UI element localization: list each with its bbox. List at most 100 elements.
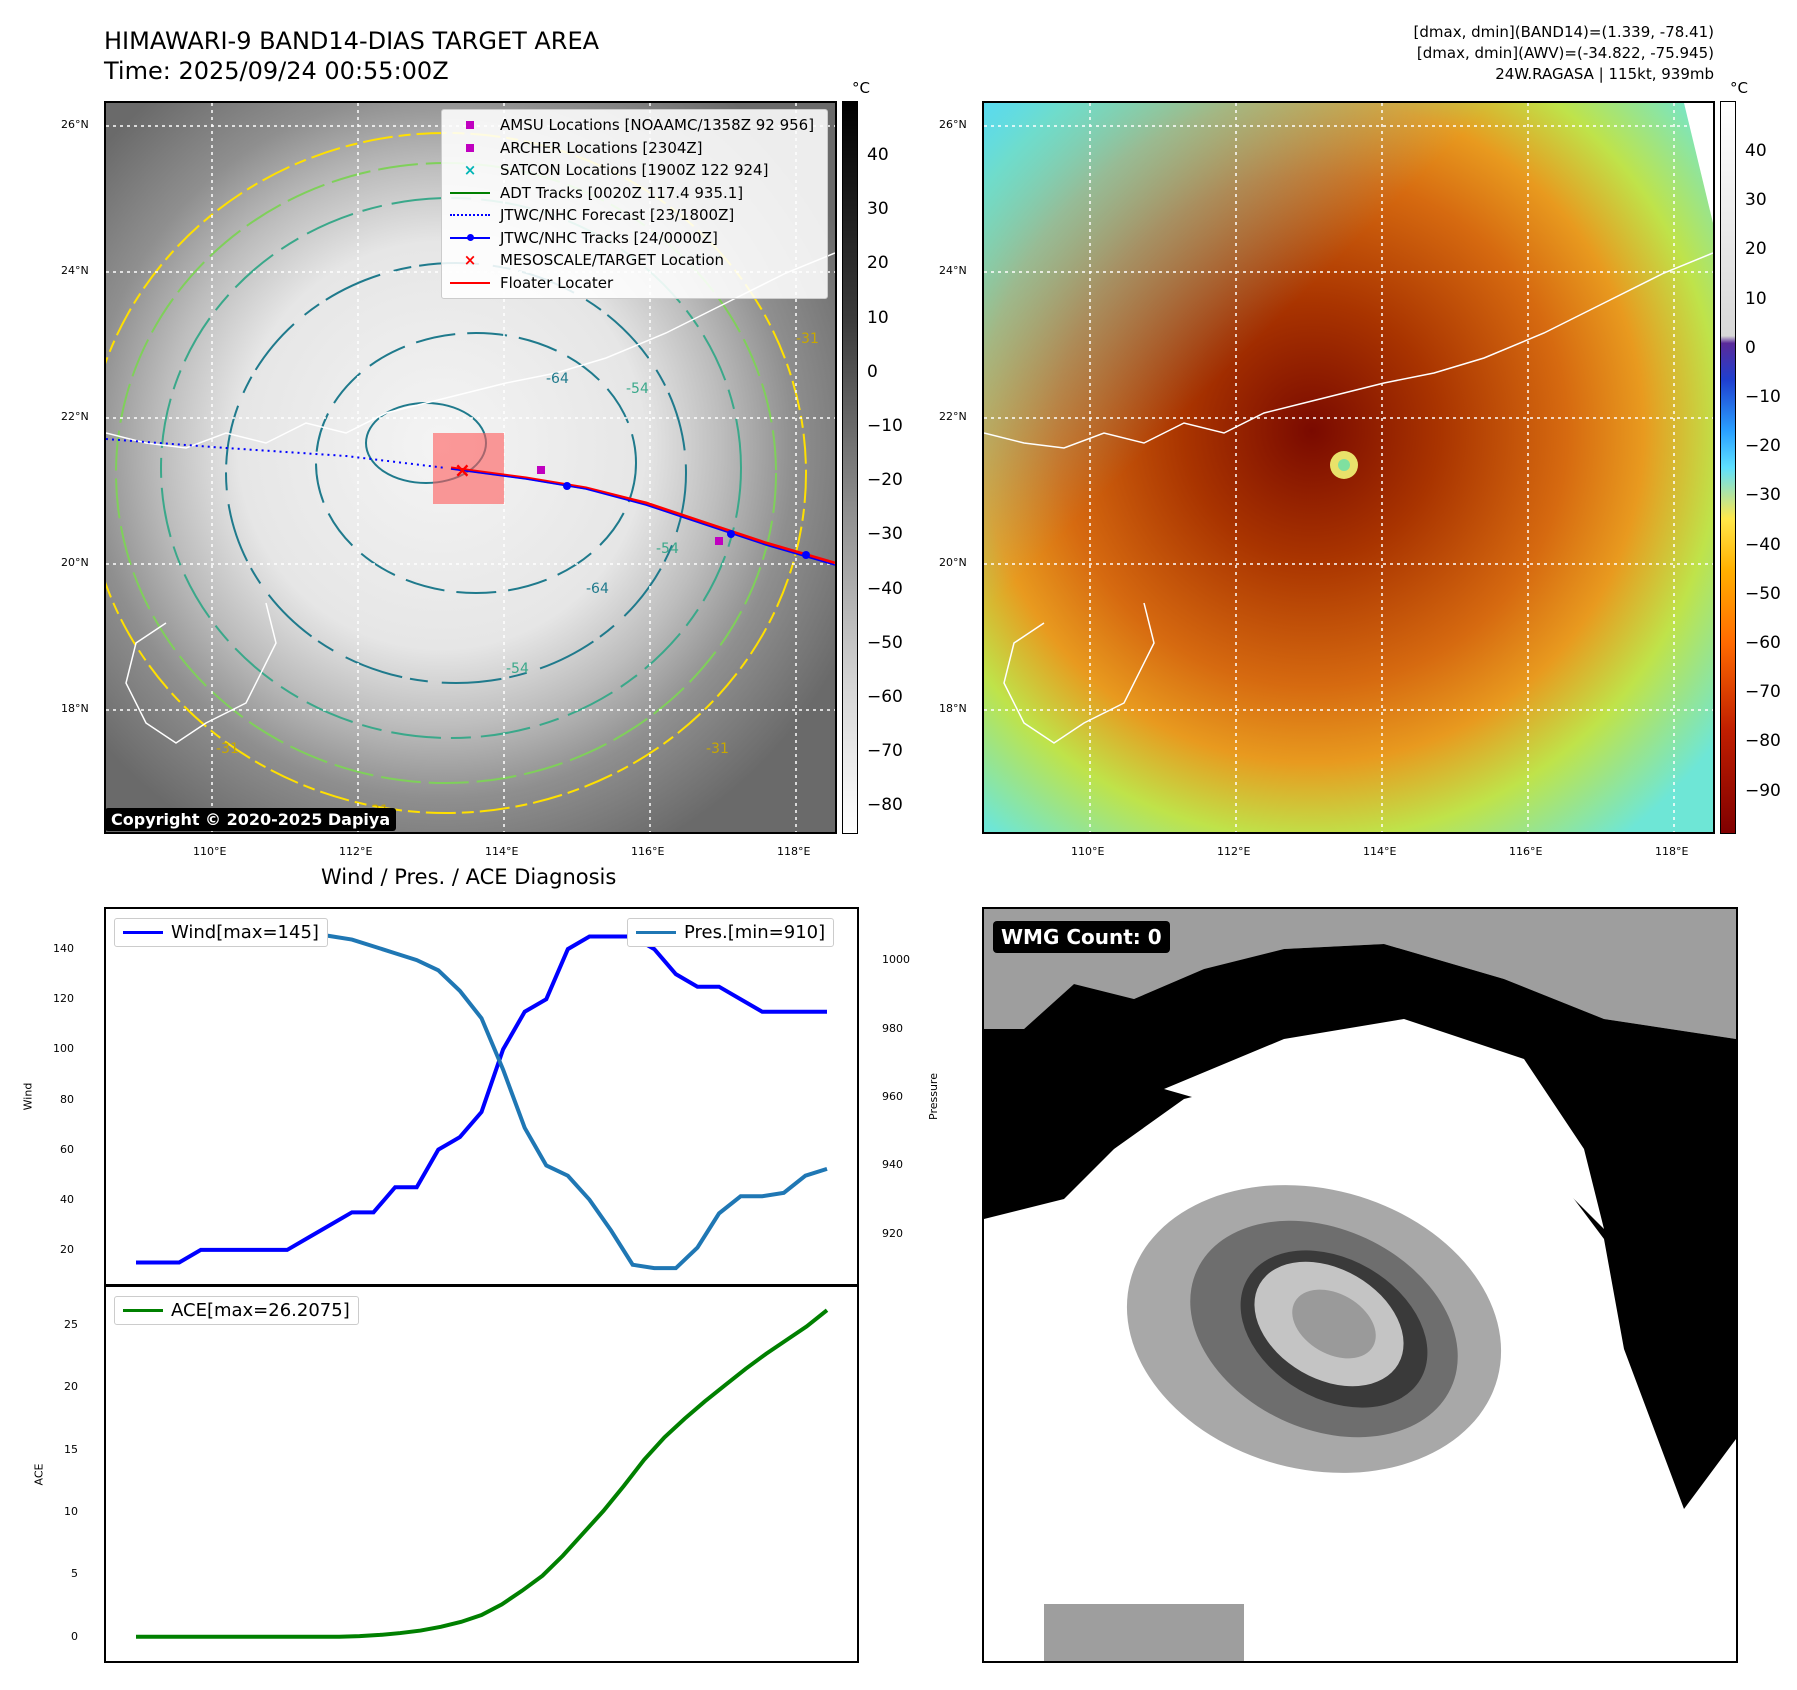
colorbar-tick: −90 [1745,780,1781,801]
ir-legend: AMSU Locations [NOAAMC/1358Z 92 956] ARC… [441,109,828,299]
wmg-image [984,909,1736,1661]
enhanced-ir-image [984,103,1713,832]
contour-label: -31 [796,331,819,347]
lon-label: 116°E [631,845,665,858]
pressure-legend: Pres.[min=910] [627,918,835,947]
lat-label: 20°N [939,556,967,569]
track-point [802,551,810,559]
ir-colorbar [842,101,858,834]
contour-label: -64 [546,371,569,387]
colorbar-tick: 30 [867,199,889,220]
colorbar-tick: −70 [867,741,903,762]
colorbar-tick: 0 [867,361,878,382]
lat-label: 18°N [939,702,967,715]
colorbar-tick: −80 [867,795,903,816]
colorbar-tick: −50 [867,632,903,653]
wind-tick: 120 [53,992,74,1006]
storm-eye-center [1338,459,1350,471]
diagnosis-title: Wind / Pres. / ACE Diagnosis [321,865,617,889]
colorbar-tick: −10 [1745,387,1781,407]
track-point [563,482,571,490]
colorbar-unit: °C [852,79,870,97]
archer-marker [715,537,723,545]
colorbar-tick: −20 [1745,436,1781,457]
chart-title-line2: Time: 2025/09/24 00:55:00Z [104,57,449,85]
legend-item: ARCHER Locations [2304Z] [450,137,819,160]
lon-label: 118°E [1655,845,1689,858]
jtwc-forecast-track [106,438,447,469]
lat-label: 20°N [61,556,89,569]
amsu-marker [537,466,545,474]
lon-label: 112°E [339,845,373,858]
pressure-tick: 980 [882,1021,903,1035]
contour-label: -31 [216,741,239,757]
pressure-line [135,923,828,1271]
wind-tick: 20 [60,1242,74,1256]
contour-label: -64 [586,581,609,597]
legend-item: JTWC/NHC Forecast [23/1800Z] [450,204,819,227]
lon-label: 116°E [1509,845,1543,858]
wind-tick: 80 [60,1092,74,1106]
storm-info: 24W.RAGASA | 115kt, 939mb [1495,65,1714,83]
ace-tick: 10 [64,1505,78,1519]
ace-plot [104,1284,859,1663]
colorbar-tick: 10 [1745,288,1767,309]
pressure-tick: 920 [882,1226,903,1240]
pressure-tick: 1000 [882,953,910,967]
colorbar-tick: −30 [1745,485,1781,506]
ace-tick: 25 [64,1318,78,1332]
colorbar-tick: −70 [1745,682,1781,703]
colorbar-tick: −40 [1745,534,1781,555]
legend-item: ADT Tracks [0020Z 117.4 935.1] [450,182,819,205]
colorbar-unit: °C [1730,79,1748,97]
wmg-panel [982,907,1738,1663]
lat-label: 18°N [61,702,89,715]
colorbar-tick: −30 [867,524,903,545]
lon-label: 110°E [1071,845,1105,858]
ace-tick: 5 [71,1567,78,1581]
wind-axis-label: Wind [21,1082,35,1111]
ace-tick: 0 [71,1629,78,1643]
lat-label: 26°N [61,118,89,131]
contour-label: -31 [706,741,729,757]
colorbar-tick: −50 [1745,583,1781,604]
ace-axis-label: ACE [32,1463,46,1486]
wind-tick: 140 [53,942,74,956]
lat-label: 26°N [939,118,967,131]
ace-line [136,1308,829,1639]
copyright-badge: Copyright © 2020-2025 Dapiya [105,808,397,831]
colorbar-tick: 20 [867,253,889,274]
colorbar-tick: 40 [1745,141,1767,161]
enhanced-ir-panel [982,101,1715,834]
lat-label: 24°N [61,264,89,277]
legend-item: AMSU Locations [NOAAMC/1358Z 92 956] [450,114,819,137]
lat-label: 24°N [939,264,967,277]
stats-line1: [dmax, dmin](BAND14)=(1.339, -78.41) [1413,23,1714,41]
ace-legend: ACE[max=26.2075] [114,1296,359,1325]
legend-item: Floater Locater [450,272,819,295]
wind-tick: 40 [60,1192,74,1206]
wind-tick: 100 [53,1042,74,1056]
colorbar-tick: −60 [1745,633,1781,653]
colorbar-tick: 40 [867,145,889,165]
wind-pressure-svg [135,923,828,1271]
contour-label: -54 [506,661,529,677]
pressure-tick: 960 [882,1090,903,1103]
target-area-box [433,433,504,504]
legend-item: × SATCON Locations [1900Z 122 924] [463,161,769,180]
ace-svg [136,1308,829,1639]
jtwc-track [450,468,835,566]
stats-line2: [dmax, dmin](AWV)=(-34.822, -75.945) [1416,44,1714,62]
lon-label: 114°E [485,845,519,858]
wmg-count-badge: WMG Count: 0 [993,921,1170,953]
track-point [727,530,735,538]
colorbar-tick: −40 [867,578,903,599]
wind-line [136,934,827,1265]
contour-label: -54 [656,541,679,557]
lon-label: 112°E [1217,845,1251,858]
pressure-tick: 940 [882,1158,903,1172]
colorbar-tick: 30 [1745,190,1767,211]
ace-tick: 20 [64,1380,78,1394]
legend-item: JTWC/NHC Tracks [24/0000Z] [450,227,819,250]
wind-legend: Wind[max=145] [114,918,328,947]
